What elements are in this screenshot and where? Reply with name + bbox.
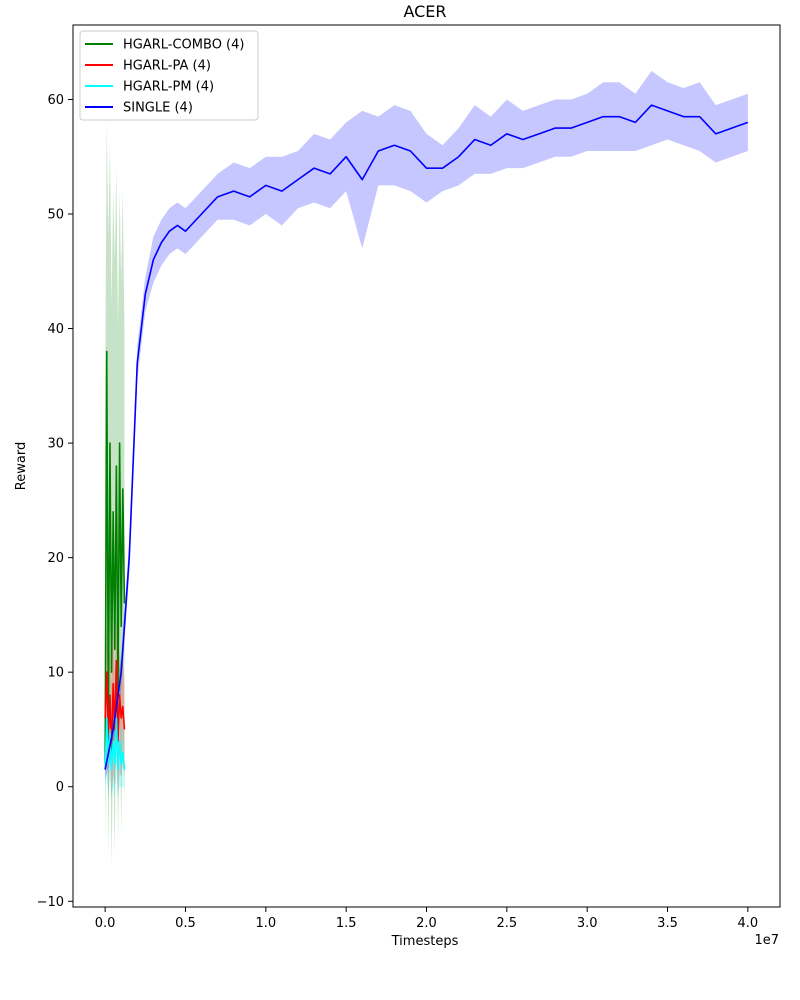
y-axis-label: Reward [14, 442, 29, 490]
x-axis: 0.0 0.5 1.0 1.5 2.0 2.5 3.0 3.5 4.0 [95, 907, 758, 931]
x-tick-label: 3.5 [657, 916, 678, 931]
single-4-line [104, 104, 749, 770]
x-tick-label: 4.0 [738, 916, 759, 931]
y-tick-label: 0 [56, 780, 64, 795]
y-tick-label: 40 [47, 322, 64, 337]
legend-label: HGARL-PM (4) [123, 80, 214, 95]
x-tick-label: 1.5 [336, 916, 357, 931]
y-tick-label: 50 [47, 208, 64, 223]
x-tick-label: 0.0 [95, 916, 116, 931]
x-tick-label: 0.5 [175, 916, 196, 931]
legend-label: SINGLE (4) [123, 101, 193, 116]
hgarl-pm-4-line [104, 717, 126, 771]
series-lines [104, 104, 749, 771]
x-tick-label: 2.5 [496, 916, 517, 931]
x-tick-label: 3.0 [577, 916, 598, 931]
y-tick-label: 20 [47, 551, 64, 566]
chart-title: ACER [403, 2, 446, 21]
x-axis-label: Timesteps [391, 934, 459, 949]
legend-box [79, 30, 259, 121]
y-tick-label: 30 [47, 437, 64, 452]
legend-label: HGARL-COMBO (4) [123, 38, 244, 53]
y-tick-label: 60 [47, 93, 64, 108]
legend-label: HGARL-PA (4) [123, 59, 211, 74]
single-4-band [105, 70, 748, 781]
x-tick-label: 1.0 [255, 916, 276, 931]
y-tick-label: 10 [47, 666, 64, 681]
y-axis: −10 0 10 20 30 40 50 60 [37, 93, 73, 910]
y-tick-label: −10 [37, 895, 64, 910]
x-offset-text: 1e7 [754, 933, 779, 948]
hgarl-pa-4-line [104, 659, 126, 754]
legend: HGARL-COMBO (4) HGARL-PA (4) HGARL-PM (4) S… [79, 30, 259, 121]
x-tick-label: 2.0 [416, 916, 437, 931]
confidence-bands [105, 70, 748, 867]
